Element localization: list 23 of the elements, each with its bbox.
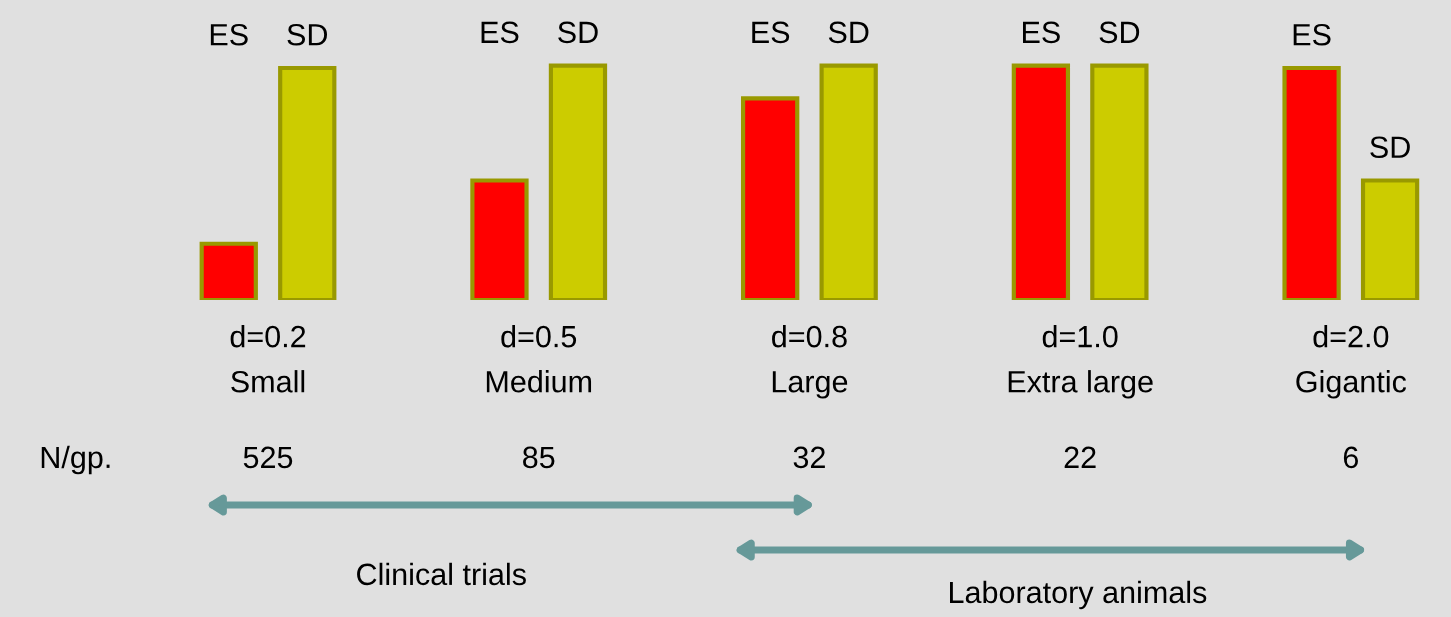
x-tick-label: d=0.5 Medium (486, 325, 592, 393)
text: SD (1099, 21, 1140, 44)
text: Clinical trials (357, 562, 526, 586)
x-tick-label: d=0.8 Large (772, 325, 848, 399)
text: ES (752, 21, 790, 44)
text: 6 (1343, 446, 1358, 469)
x-tick-label: d=1.0 Extra large (1008, 325, 1153, 399)
text: SD (828, 21, 869, 44)
text: N/gp. (41, 445, 110, 475)
series-label: SD (1370, 136, 1410, 159)
text: 32 (793, 446, 825, 469)
text: ES (481, 21, 519, 44)
x-tick-label: d=2.0 Gigantic (1296, 325, 1407, 399)
x-tick-label: d=0.2 Small (230, 325, 306, 393)
text: 85 (523, 446, 555, 469)
text: ES (210, 23, 248, 46)
text: Laboratory animals (950, 580, 1207, 610)
series-label: ES (1023, 21, 1060, 44)
text: 22 (1064, 446, 1096, 468)
text: SD (558, 21, 598, 44)
text: ES (1293, 23, 1331, 46)
text: 525 (243, 446, 293, 469)
text: SD (287, 23, 328, 46)
